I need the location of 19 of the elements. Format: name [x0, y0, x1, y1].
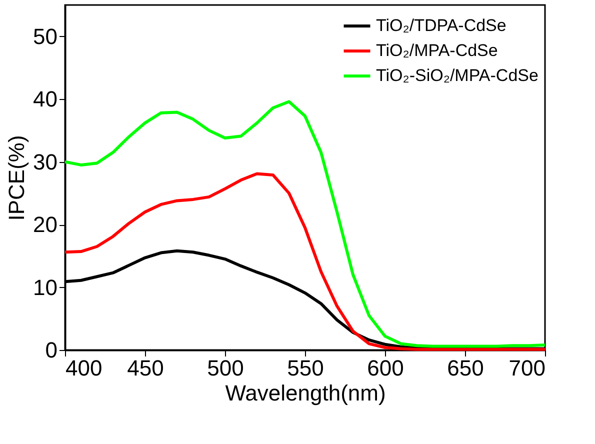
x-tick-label: 450 — [127, 356, 164, 380]
y-tick-label: 20 — [33, 212, 58, 238]
x-tick-label: 400 — [66, 356, 102, 380]
legend-label: TiO₂/TDPA-CdSe — [376, 16, 506, 35]
x-tick-label: 650 — [447, 356, 484, 380]
x-tick-label: 600 — [367, 356, 404, 380]
y-tick-label: 30 — [33, 149, 58, 174]
legend-label: TiO₂-SiO₂/MPA-CdSe — [376, 66, 538, 85]
x-tick-label: 500 — [207, 356, 244, 380]
y-tick-label: 40 — [33, 86, 58, 112]
line-series — [64, 100, 546, 348]
y-tick-label: 10 — [33, 274, 58, 300]
x-tick-label: 700 — [508, 356, 546, 380]
y-tick-label: 0 — [45, 338, 58, 362]
x-axis-title: Wavelength(nm) — [225, 380, 386, 406]
y-tick-label: 50 — [33, 24, 58, 49]
legend-label: TiO₂/MPA-CdSe — [376, 41, 498, 60]
x-tick-label: 550 — [287, 356, 324, 380]
y-axis-title: IPCE(%) — [4, 135, 30, 221]
